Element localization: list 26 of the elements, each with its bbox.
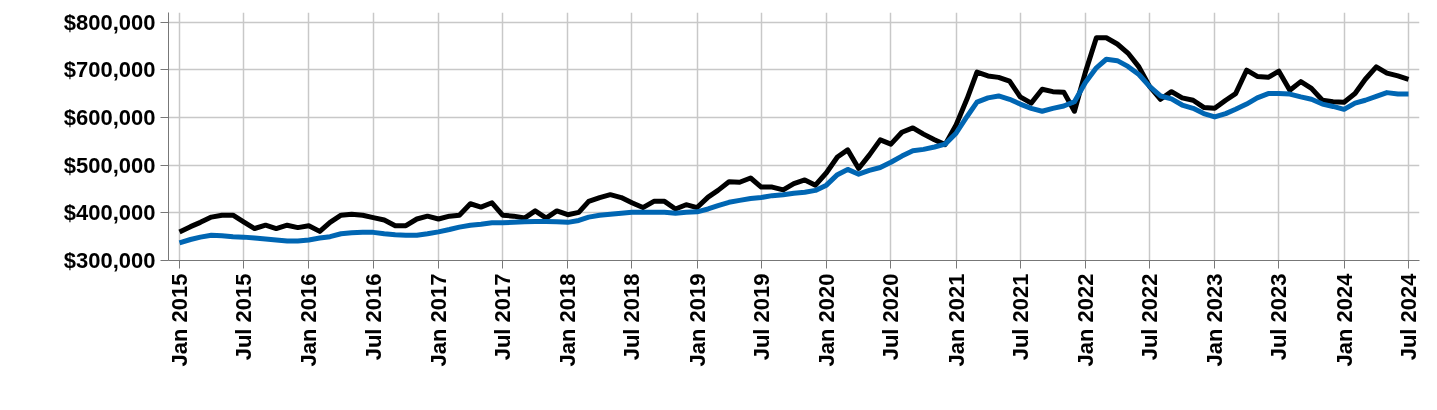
x-tick-label: Jan 2017 — [425, 273, 451, 367]
x-tick-label: Jan 2016 — [296, 273, 322, 367]
x-tick-label: Jan 2020 — [813, 273, 839, 367]
y-tick-label: $400,000 — [63, 200, 156, 226]
x-tick-label: Jan 2023 — [1202, 273, 1228, 367]
y-tick-label: $300,000 — [63, 248, 156, 273]
x-tick-label: Jul 2024 — [1396, 272, 1422, 361]
x-tick-label: Jul 2017 — [490, 273, 516, 361]
y-tick-label: $600,000 — [63, 104, 156, 130]
x-tick-label: Jul 2015 — [231, 273, 257, 361]
x-tick-label: Jan 2024 — [1331, 272, 1357, 367]
x-tick-label: Jan 2015 — [166, 273, 192, 367]
x-tick-label: Jul 2022 — [1137, 273, 1163, 361]
x-tick-label: Jan 2018 — [555, 273, 581, 367]
x-tick-label: Jul 2018 — [619, 273, 645, 361]
x-tick-label: Jul 2016 — [360, 273, 386, 361]
x-tick-label: Jul 2021 — [1007, 273, 1033, 361]
x-tick-label: Jan 2021 — [943, 273, 969, 367]
y-tick-label: $700,000 — [63, 57, 156, 83]
x-tick-label: Jul 2020 — [878, 273, 904, 361]
y-tick-label: $500,000 — [63, 152, 156, 178]
y-tick-label: $800,000 — [63, 9, 156, 35]
x-tick-label: Jul 2019 — [748, 273, 774, 361]
x-tick-label: Jan 2022 — [1072, 273, 1098, 367]
x-tick-label: Jan 2019 — [684, 273, 710, 367]
x-tick-label: Jul 2023 — [1266, 273, 1292, 361]
